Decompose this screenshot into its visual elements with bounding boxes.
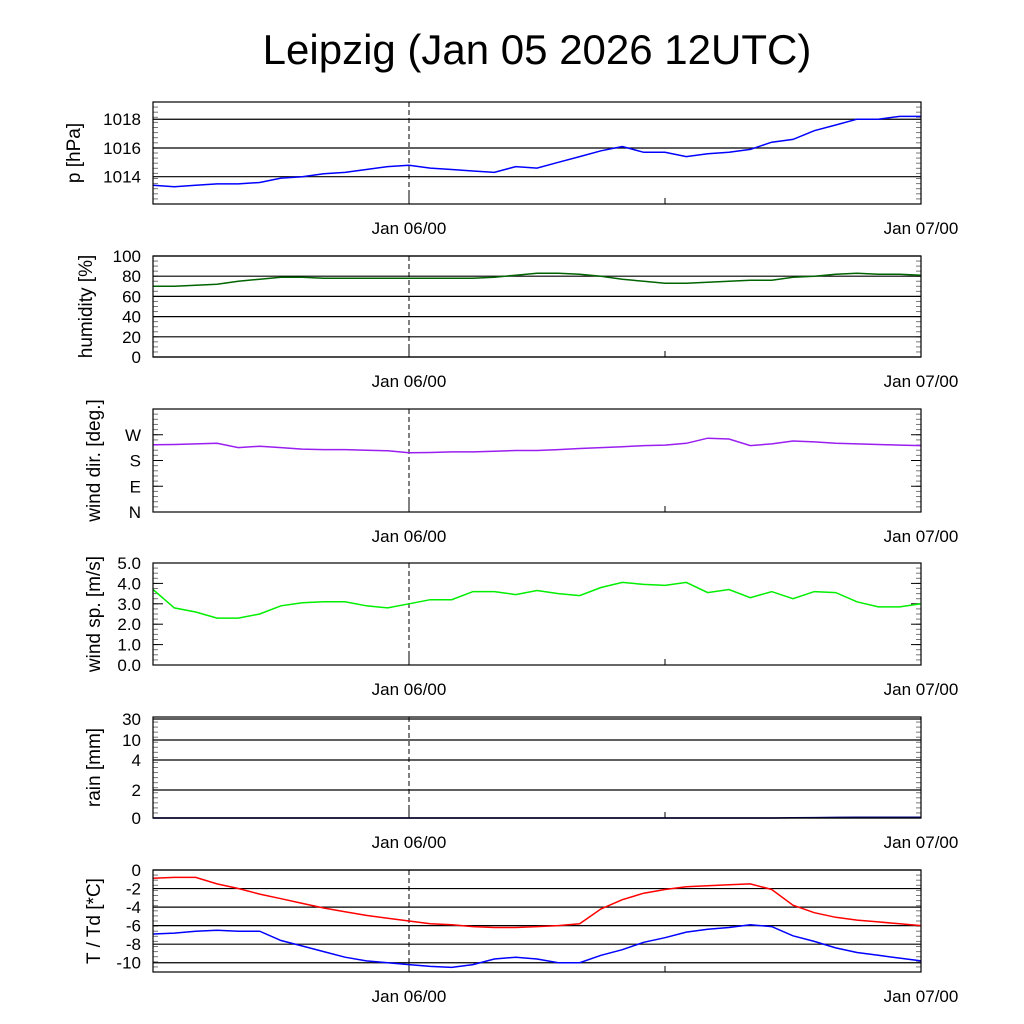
ytick-label: 80	[122, 267, 141, 286]
ytick-label: -6	[126, 917, 141, 936]
chart-title: Leipzig (Jan 05 2026 12UTC)	[262, 26, 812, 73]
xtick-label: Jan 07/00	[884, 987, 959, 1006]
ytick-label: 4	[132, 751, 141, 770]
xtick-label: Jan 06/00	[372, 219, 447, 238]
series-line-wind-speed	[152, 581, 922, 619]
ytick-label: 1014	[103, 168, 141, 187]
ytick-label: 10	[122, 731, 141, 750]
ytick-label: 4.0	[117, 574, 141, 593]
series-line-wind-direction	[152, 437, 922, 454]
plot-frame	[152, 869, 922, 973]
series-line-t	[152, 876, 922, 929]
ytick-label: 5.0	[117, 554, 141, 573]
xtick-label: Jan 06/00	[372, 680, 447, 699]
ytick-label: -2	[126, 880, 141, 899]
ylabel: humidity [%]	[76, 255, 97, 358]
ytick-label: 3.0	[117, 595, 141, 614]
ytick-label: 1018	[103, 110, 141, 129]
ylabel: wind sp. [m/s]	[84, 556, 105, 673]
xtick-label: Jan 07/00	[884, 527, 959, 546]
series-line-humidity	[153, 272, 922, 288]
panel-pressure: 1014 1016 1018 Jan 06/00 Jan 07/00 p [hPa]	[64, 101, 959, 238]
ytick-label: 1016	[103, 139, 141, 158]
ytick-label: 0	[132, 809, 141, 828]
ylabel: wind dir. [deg.]	[84, 399, 105, 523]
ylabel: p [hPa]	[64, 123, 85, 183]
ytick-label: 0.0	[117, 656, 141, 675]
ytick-label: S	[130, 452, 141, 471]
panel-rain: 0 2 410 30 Jan 06/00 Jan 07/00 rain [mm]	[84, 710, 958, 852]
plot-frame	[152, 255, 922, 358]
plot-frame	[152, 562, 922, 666]
ytick-label: 0	[132, 861, 141, 880]
ytick-label: 2	[132, 781, 141, 800]
series-line-td	[152, 923, 922, 969]
plot-frame	[152, 408, 922, 513]
ytick-label: E	[130, 477, 141, 496]
ylabel: rain [mm]	[84, 728, 105, 807]
xtick-label: Jan 07/00	[884, 833, 959, 852]
xtick-label: Jan 06/00	[372, 833, 447, 852]
ytick-label: 40	[122, 308, 141, 327]
xtick-label: Jan 07/00	[884, 219, 959, 238]
xtick-label: Jan 07/00	[884, 680, 959, 699]
xtick-label: Jan 07/00	[884, 372, 959, 391]
ytick-label: 2.0	[117, 615, 141, 634]
xtick-label: Jan 06/00	[372, 372, 447, 391]
xtick-label: Jan 06/00	[372, 987, 447, 1006]
ytick-label: 30	[122, 710, 141, 729]
plot-frame	[152, 101, 922, 205]
ytick-label: 0	[132, 348, 141, 367]
xtick-label: Jan 06/00	[372, 527, 447, 546]
ylabel: T / Td [*C]	[84, 878, 105, 964]
ytick-label: 1.0	[117, 636, 141, 655]
plot-frame	[152, 716, 922, 819]
ytick-label: -8	[126, 935, 141, 954]
panel-wind_speed: 0.01.0 2.03.0 4.05.0 Jan 06/00 Jan 07/00 wind…	[84, 554, 958, 699]
ytick-label: W	[125, 426, 141, 445]
ytick-label: 20	[122, 328, 141, 347]
ytick-label: N	[129, 503, 141, 522]
ytick-label: -4	[126, 898, 141, 917]
ytick-label: 60	[122, 287, 141, 306]
panel-temperature: 0-2-4-6-8-10 Jan 06/00 Jan 07/00 T / Td [*C…	[84, 861, 958, 1006]
ytick-label: 100	[113, 247, 141, 266]
ytick-label: -10	[116, 954, 141, 973]
series-line-p	[152, 115, 921, 188]
